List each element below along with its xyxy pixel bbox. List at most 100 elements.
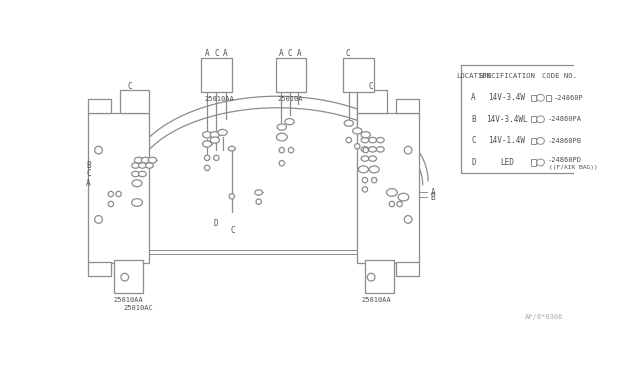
Text: D: D (471, 158, 476, 167)
Circle shape (355, 144, 360, 149)
Ellipse shape (361, 147, 369, 152)
Circle shape (204, 155, 210, 161)
Ellipse shape (537, 137, 545, 144)
Bar (120, 90, 149, 113)
Ellipse shape (369, 166, 380, 173)
Text: 25010A: 25010A (278, 96, 303, 102)
Ellipse shape (134, 157, 143, 163)
Bar (88, 113, 149, 263)
Text: C: C (369, 82, 373, 91)
Ellipse shape (369, 147, 376, 152)
Text: CODE NO.: CODE NO. (541, 73, 577, 79)
Text: B: B (431, 193, 435, 202)
Text: LOCATION: LOCATION (456, 73, 491, 79)
Circle shape (95, 146, 102, 154)
Bar (344, 58, 374, 92)
Text: 25010AA: 25010AA (205, 96, 234, 102)
Ellipse shape (202, 132, 212, 138)
Ellipse shape (376, 147, 384, 152)
Text: C: C (346, 49, 350, 58)
Ellipse shape (228, 146, 236, 151)
Circle shape (363, 147, 369, 153)
Text: C: C (471, 137, 476, 145)
Circle shape (108, 191, 113, 197)
Ellipse shape (277, 124, 287, 130)
Circle shape (121, 273, 129, 281)
Circle shape (389, 201, 395, 207)
Ellipse shape (255, 190, 262, 195)
Ellipse shape (344, 120, 353, 126)
Text: 14V-3.4WL: 14V-3.4WL (486, 115, 528, 124)
Text: A: A (205, 49, 209, 58)
Circle shape (404, 216, 412, 223)
Text: B: B (86, 161, 91, 170)
Text: ((F/AIR BAG)): ((F/AIR BAG)) (549, 164, 598, 170)
Circle shape (95, 216, 102, 223)
Text: C: C (214, 49, 219, 58)
Bar (396, 99, 419, 113)
Ellipse shape (353, 128, 362, 134)
Text: -24860P: -24860P (554, 95, 584, 101)
Text: C: C (231, 227, 236, 235)
Text: -24860PA: -24860PA (547, 116, 582, 122)
Text: -24860PD: -24860PD (547, 157, 582, 163)
Ellipse shape (358, 166, 369, 173)
Text: 25010AA: 25010AA (114, 297, 144, 303)
Ellipse shape (210, 137, 220, 143)
Bar (531, 116, 536, 122)
Circle shape (289, 147, 294, 153)
Text: -24860PB: -24860PB (547, 138, 582, 144)
Ellipse shape (285, 119, 294, 125)
Circle shape (116, 191, 121, 197)
Ellipse shape (361, 137, 369, 143)
Bar (531, 95, 536, 101)
Circle shape (108, 201, 113, 207)
Ellipse shape (218, 129, 227, 135)
Text: 14V-1.4W: 14V-1.4W (488, 137, 525, 145)
Ellipse shape (132, 199, 143, 206)
Ellipse shape (145, 163, 153, 168)
Text: AP/8*0306: AP/8*0306 (524, 314, 563, 320)
Text: A: A (471, 93, 476, 102)
Text: 25010AC: 25010AC (124, 305, 154, 311)
Text: SPECIFICATION: SPECIFICATION (479, 73, 536, 79)
Text: C: C (288, 49, 292, 58)
Ellipse shape (537, 94, 545, 101)
Circle shape (367, 273, 375, 281)
Text: B: B (471, 115, 476, 124)
Circle shape (204, 165, 210, 170)
Bar (365, 260, 394, 293)
Bar (396, 262, 419, 276)
Bar (531, 159, 536, 166)
Circle shape (397, 201, 403, 207)
Ellipse shape (132, 171, 140, 177)
Bar (276, 58, 307, 92)
Circle shape (279, 161, 285, 166)
Ellipse shape (387, 189, 397, 196)
Bar (531, 138, 536, 144)
Text: A: A (223, 49, 228, 58)
Text: D: D (213, 219, 218, 228)
Text: A: A (296, 49, 301, 58)
Text: LED: LED (500, 158, 514, 167)
Text: C: C (127, 82, 132, 91)
Text: A: A (86, 179, 91, 188)
Bar (357, 113, 419, 263)
Text: A: A (431, 188, 435, 197)
Text: A: A (279, 49, 284, 58)
Ellipse shape (369, 156, 376, 161)
Ellipse shape (202, 141, 212, 147)
Bar (88, 262, 111, 276)
Bar (88, 99, 111, 113)
Circle shape (371, 177, 377, 183)
Ellipse shape (139, 171, 147, 177)
Ellipse shape (537, 159, 545, 166)
Ellipse shape (276, 133, 287, 141)
Bar (357, 90, 387, 113)
Circle shape (256, 199, 261, 205)
Circle shape (346, 137, 351, 143)
Ellipse shape (210, 132, 220, 138)
Text: 14V-3.4W: 14V-3.4W (488, 93, 525, 102)
Ellipse shape (132, 163, 140, 168)
Bar (114, 260, 143, 293)
